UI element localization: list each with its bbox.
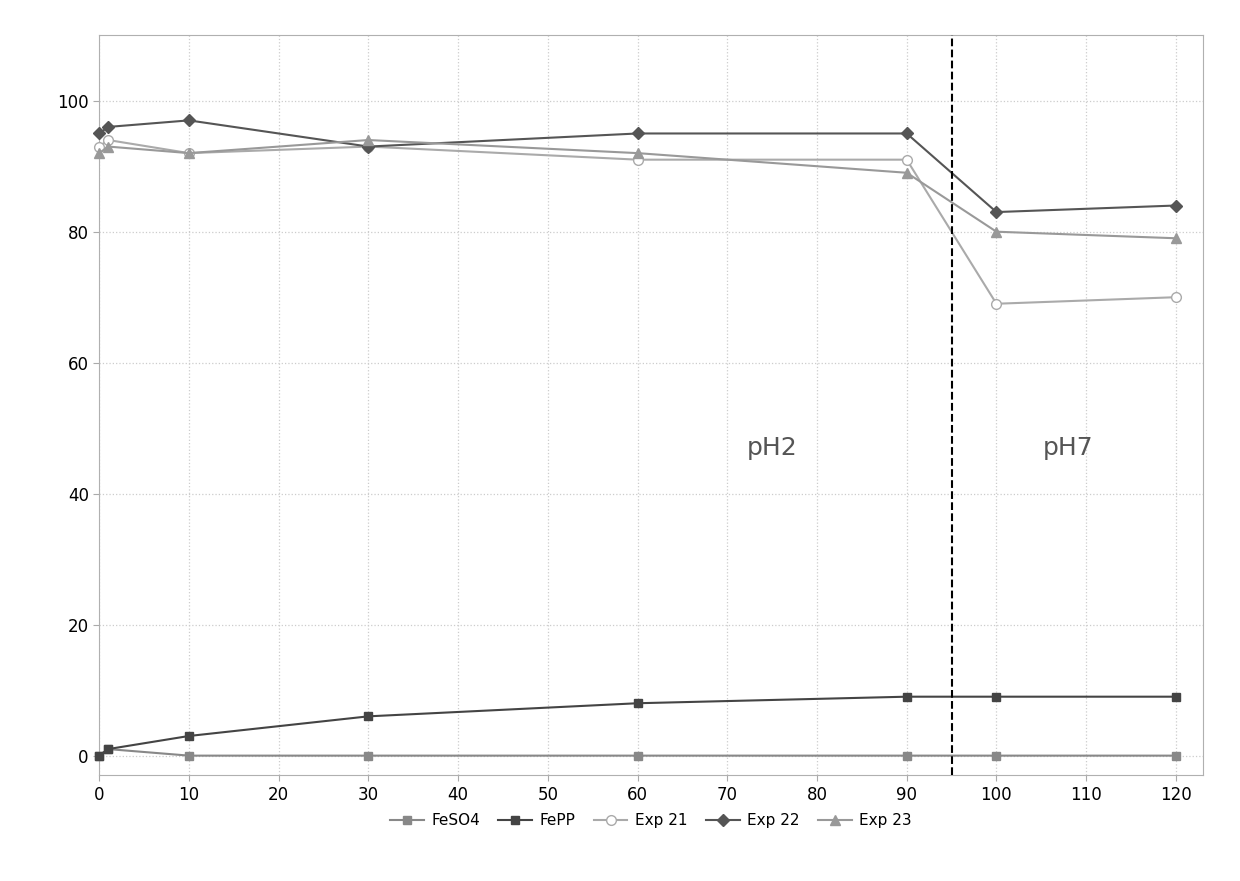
Exp 21 [92, 141, 107, 152]
Exp 22 [899, 129, 914, 139]
Line: Exp 22: Exp 22 [95, 116, 1180, 216]
Exp 21 [899, 154, 914, 165]
FePP [92, 751, 107, 761]
FeSO4 [1168, 751, 1183, 761]
FePP [630, 698, 645, 708]
Exp 21 [630, 154, 645, 165]
Exp 23 [630, 148, 645, 159]
Exp 22 [92, 129, 107, 139]
Exp 22 [100, 122, 115, 132]
Exp 22 [1168, 200, 1183, 211]
FeSO4 [630, 751, 645, 761]
Line: FeSO4: FeSO4 [95, 745, 1180, 759]
Line: FePP: FePP [95, 692, 1180, 759]
Exp 23 [361, 135, 376, 145]
Exp 23 [1168, 233, 1183, 243]
FePP [181, 730, 196, 741]
Exp 23 [181, 148, 196, 159]
FePP [1168, 692, 1183, 702]
Exp 21 [990, 299, 1004, 309]
FePP [990, 692, 1004, 702]
FePP [100, 744, 115, 754]
FeSO4 [181, 751, 196, 761]
Exp 23 [990, 226, 1004, 237]
Exp 22 [990, 207, 1004, 218]
FeSO4 [899, 751, 914, 761]
Text: pH2: pH2 [746, 436, 797, 460]
Line: Exp 23: Exp 23 [94, 135, 1180, 243]
FeSO4 [990, 751, 1004, 761]
Exp 21 [361, 141, 376, 152]
FePP [361, 711, 376, 722]
Exp 21 [181, 148, 196, 159]
Line: Exp 21: Exp 21 [94, 135, 1180, 308]
Exp 22 [630, 129, 645, 139]
Text: pH7: pH7 [1043, 436, 1094, 460]
FeSO4 [92, 751, 107, 761]
Exp 21 [100, 135, 115, 145]
Legend: FeSO4, FePP, Exp 21, Exp 22, Exp 23: FeSO4, FePP, Exp 21, Exp 22, Exp 23 [384, 807, 918, 834]
Exp 23 [100, 141, 115, 152]
FePP [899, 692, 914, 702]
FeSO4 [361, 751, 376, 761]
FeSO4 [100, 744, 115, 754]
Exp 23 [899, 167, 914, 178]
Exp 22 [181, 115, 196, 126]
Exp 22 [361, 141, 376, 152]
Exp 23 [92, 148, 107, 159]
Exp 21 [1168, 292, 1183, 302]
